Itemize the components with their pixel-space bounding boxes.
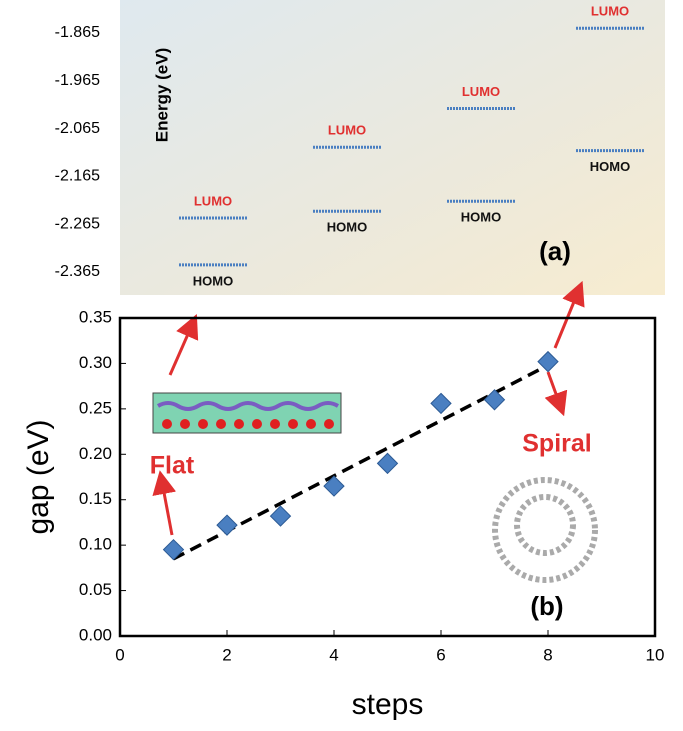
arrow <box>162 482 172 535</box>
y-tick-label: -2.365 <box>55 263 100 280</box>
panel-a-background <box>120 0 665 295</box>
x-tick-label: 6 <box>436 645 445 664</box>
x-tick-label: 8 <box>543 645 552 664</box>
y-tick-label: 0.30 <box>79 353 112 372</box>
y-tick-label: 0.05 <box>79 580 112 599</box>
flat-molecule <box>153 393 341 433</box>
level-label: LUMO <box>591 4 629 19</box>
y-axis-title: Energy (eV) <box>152 48 171 142</box>
spiral-ring <box>517 497 573 553</box>
data-point <box>271 506 291 526</box>
y-tick-label: -2.165 <box>55 168 100 185</box>
data-point <box>217 515 237 535</box>
annotation: Flat <box>150 452 195 480</box>
y-tick-label: 0.10 <box>79 535 112 554</box>
spiral-molecule <box>495 480 595 580</box>
level-label: HOMO <box>461 210 501 225</box>
data-point <box>538 352 558 372</box>
level-label: HOMO <box>193 273 233 288</box>
spiral-ring <box>495 480 595 580</box>
panel-label: (b) <box>530 591 563 621</box>
arrow <box>555 292 578 348</box>
y-tick-label: 0.00 <box>79 625 112 644</box>
data-point <box>485 390 505 410</box>
y-tick-label: -2.265 <box>55 215 100 232</box>
level-label: LUMO <box>462 84 500 99</box>
annotation: Spiral <box>522 430 591 458</box>
level-label: HOMO <box>327 220 367 235</box>
y-tick-label: 0.20 <box>79 444 112 463</box>
data-point <box>431 393 451 413</box>
y-tick-label: 0.25 <box>79 398 112 417</box>
x-axis-title: steps <box>352 688 424 721</box>
y-tick-label: 0.15 <box>79 489 112 508</box>
panel-label: (a) <box>539 236 571 266</box>
x-tick-label: 2 <box>222 645 231 664</box>
x-tick-label: 4 <box>329 645 338 664</box>
x-tick-label: 0 <box>115 645 124 664</box>
y-tick-label: 0.35 <box>79 307 112 326</box>
level-label: LUMO <box>328 123 366 138</box>
y-tick-label: -1.865 <box>55 24 100 41</box>
arrow <box>548 372 560 405</box>
y-tick-label: -1.965 <box>55 72 100 89</box>
level-label: HOMO <box>590 159 630 174</box>
figure: -1.865 -1.965 -2.065 -2.165 -2.265 -2.365 Ener… <box>0 0 683 726</box>
data-point <box>378 453 398 473</box>
plot-frame <box>120 318 655 636</box>
x-tick-label: 10 <box>646 645 665 664</box>
y-tick-label: -2.065 <box>55 120 100 137</box>
y-axis-title: gap (eV) <box>22 419 55 534</box>
level-label: LUMO <box>194 193 232 208</box>
arrow <box>170 325 192 375</box>
